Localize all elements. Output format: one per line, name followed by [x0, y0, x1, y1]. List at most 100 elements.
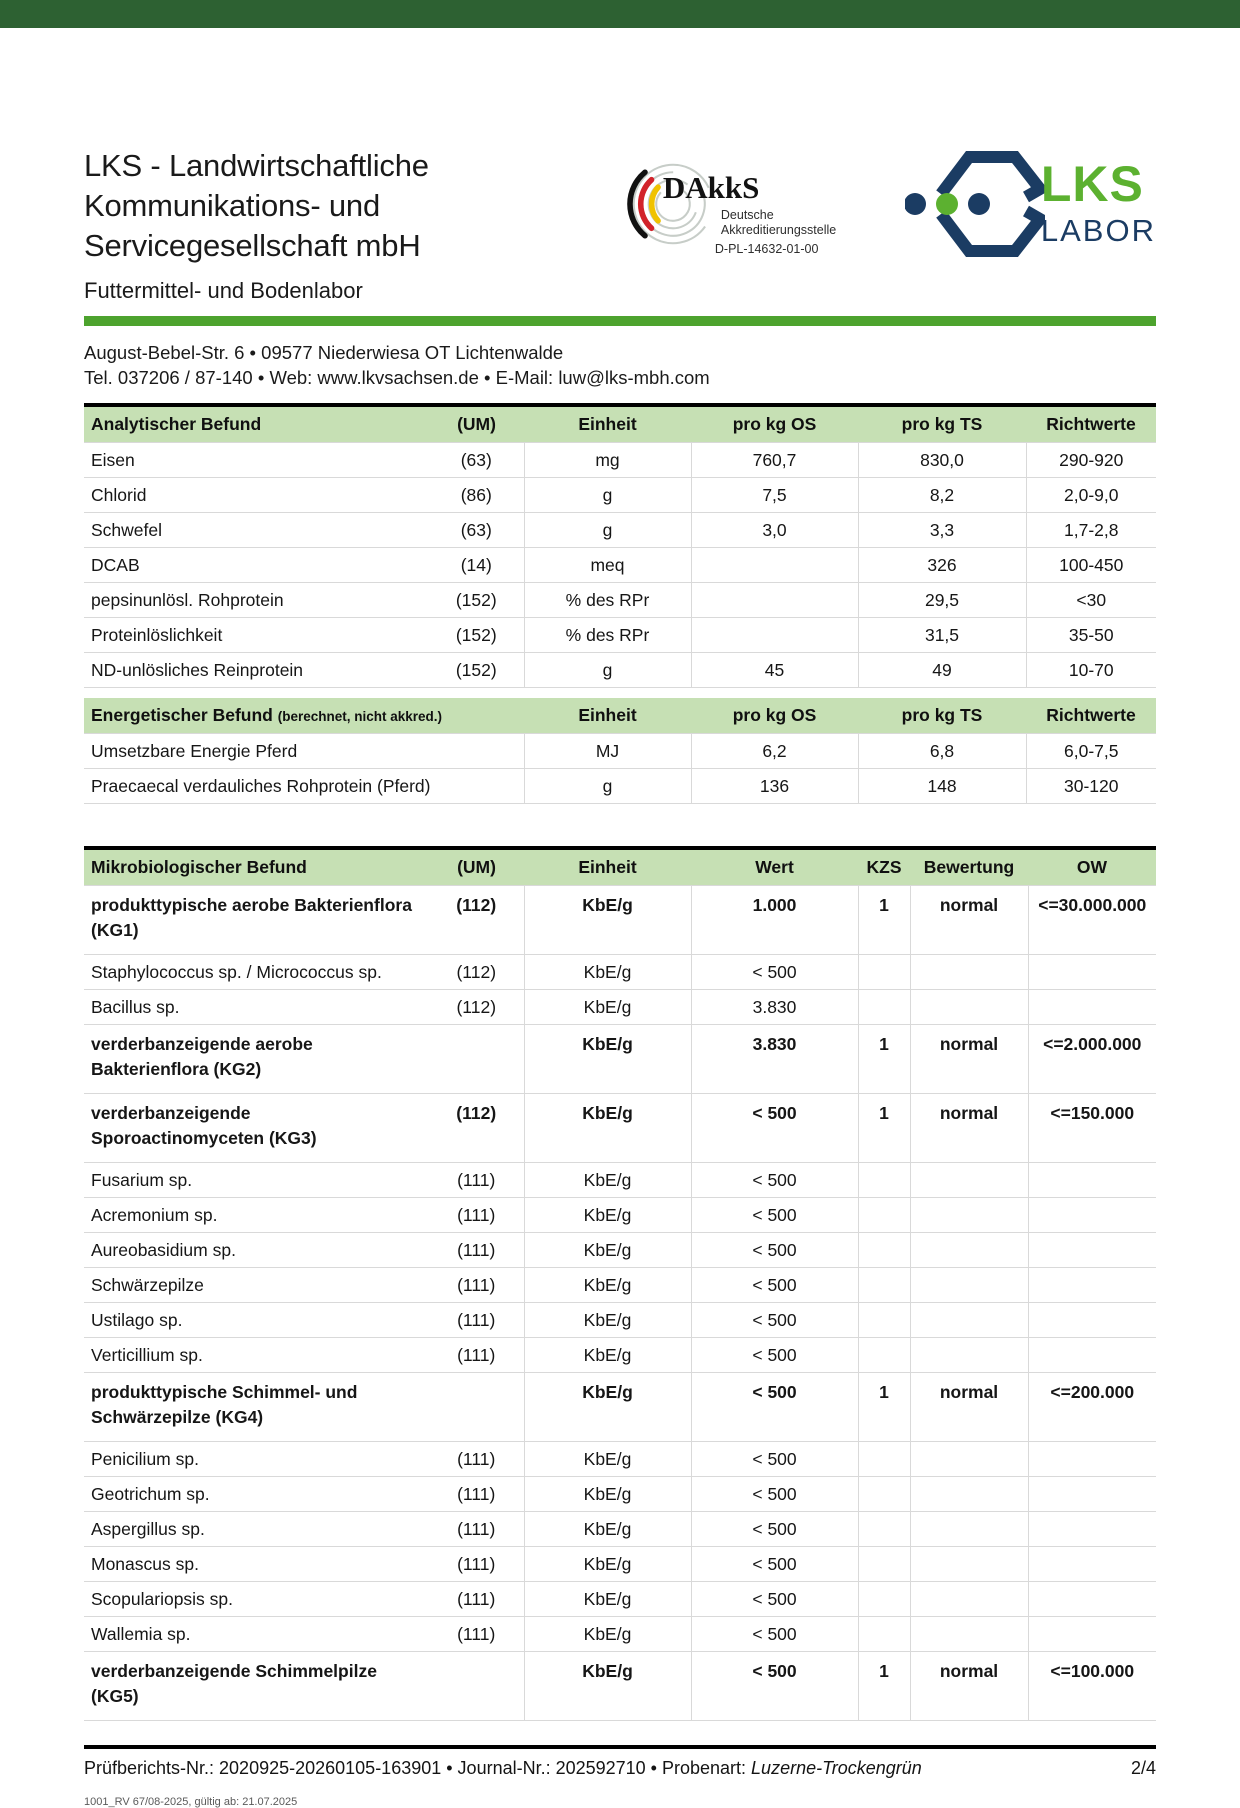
value-cell: normal	[909, 1024, 1028, 1094]
value-cell	[909, 1441, 1028, 1477]
value-cell: < 500	[690, 1267, 858, 1303]
parameter-name-cell: ND-unlösliches Reinprotein	[84, 652, 429, 688]
value-cell: (111)	[429, 1197, 524, 1233]
parameter-name-cell: Fusarium sp.	[84, 1162, 429, 1198]
value-cell	[1027, 1616, 1156, 1652]
parameter-name-cell: Praecaecal verdauliches Rohprotein (Pfer…	[84, 768, 524, 804]
value-cell: (152)	[429, 582, 524, 618]
value-cell	[909, 1476, 1028, 1512]
microbiological-results-table: Mikrobiologischer Befund (UM) Einheit We…	[84, 846, 1156, 1721]
lks-logo-main: LKS	[1040, 156, 1144, 212]
value-cell: 6,8	[857, 733, 1026, 769]
table-row: Scopulariopsis sp. (111) KbE/g < 500	[84, 1581, 1156, 1617]
table-header-row: Energetischer Befund (berechnet, nicht a…	[84, 698, 1156, 734]
table-row: Aspergillus sp. (111) KbE/g < 500	[84, 1511, 1156, 1547]
value-cell: < 500	[690, 1197, 858, 1233]
value-cell: < 500	[690, 1581, 858, 1617]
lks-labor-logo: LKS LABOR	[904, 144, 1156, 264]
value-cell: KbE/g	[523, 1197, 691, 1233]
value-cell	[909, 1162, 1028, 1198]
value-cell: 49	[857, 652, 1026, 688]
report-header: LKS - Landwirtschaftliche Kommunikations…	[84, 136, 1156, 304]
report-page: LKS - Landwirtschaftliche Kommunikations…	[0, 136, 1240, 1808]
footer-rule	[84, 1745, 1156, 1749]
parameter-name-cell: Schwärzepilze	[84, 1267, 429, 1303]
value-cell: 1,7-2,8	[1025, 512, 1156, 548]
value-cell: (152)	[429, 617, 524, 653]
value-cell	[1027, 1162, 1156, 1198]
lks-hexagon-icon	[904, 151, 1045, 257]
value-cell: (111)	[429, 1511, 524, 1547]
parameter-name-cell: Wallemia sp.	[84, 1616, 429, 1652]
value-cell	[1027, 1232, 1156, 1268]
table-row: Verticillium sp. (111) KbE/g < 500	[84, 1337, 1156, 1373]
company-block: LKS - Landwirtschaftliche Kommunikations…	[84, 136, 617, 304]
value-cell	[857, 1162, 910, 1198]
dakks-wordmark: DAkkS	[662, 170, 760, 205]
parameter-name-cell: Chlorid	[84, 477, 429, 513]
value-cell: KbE/g	[523, 1267, 691, 1303]
energetic-results-table: Energetischer Befund (berechnet, nicht a…	[84, 698, 1156, 804]
value-cell: (111)	[429, 1232, 524, 1268]
parameter-name-cell: Aureobasidium sp.	[84, 1232, 429, 1268]
value-cell: < 500	[690, 1093, 858, 1163]
value-cell	[1027, 989, 1156, 1025]
value-cell: 6,0-7,5	[1025, 733, 1156, 769]
table-row: Eisen (63) mg 760,7 830,0 290-920	[84, 442, 1156, 478]
table-row: Fusarium sp. (111) KbE/g < 500	[84, 1162, 1156, 1198]
value-cell: <=100.000	[1027, 1651, 1156, 1721]
table-row: verderbanzeigende aerobe Bakterienflora …	[84, 1024, 1156, 1094]
column-header: pro kg OS	[691, 405, 858, 443]
value-cell: (112)	[429, 954, 524, 990]
value-cell: 1.000	[690, 885, 858, 955]
value-cell: 100-450	[1025, 547, 1156, 583]
value-cell	[690, 582, 858, 618]
value-cell	[909, 1546, 1028, 1582]
value-cell: < 500	[690, 1616, 858, 1652]
value-cell: <=2.000.000	[1027, 1024, 1156, 1094]
value-cell	[690, 547, 858, 583]
table-row: verderbanzeigende Sporoactinomyceten (KG…	[84, 1093, 1156, 1163]
value-cell: normal	[909, 1372, 1028, 1442]
table-header-row: Mikrobiologischer Befund (UM) Einheit We…	[84, 848, 1156, 886]
value-cell: (111)	[429, 1581, 524, 1617]
footer-report-info: Prüfberichts-Nr.: 2020925-20260105-16390…	[84, 1758, 922, 1779]
header-divider-bar	[84, 316, 1156, 326]
value-cell: < 500	[690, 954, 858, 990]
parameter-name-cell: Penicilium sp.	[84, 1441, 429, 1477]
parameter-name-cell: verderbanzeigende Schimmelpilze (KG5)	[84, 1651, 429, 1721]
value-cell	[857, 1476, 910, 1512]
table-row: Schwärzepilze (111) KbE/g < 500	[84, 1267, 1156, 1303]
value-cell: 136	[690, 768, 858, 804]
column-header: Wert	[691, 848, 858, 886]
parameter-name-cell: Ustilago sp.	[84, 1302, 429, 1338]
footer-info-text: Prüfberichts-Nr.: 2020925-20260105-16390…	[84, 1758, 752, 1778]
value-cell	[857, 1616, 910, 1652]
value-cell: < 500	[690, 1511, 858, 1547]
value-cell	[857, 1337, 910, 1373]
value-cell	[1027, 1302, 1156, 1338]
footer-sample-type: Luzerne-Trockengrün	[751, 1758, 922, 1778]
value-cell: KbE/g	[523, 1302, 691, 1338]
contact-line: Tel. 037206 / 87-140 • Web: www.lkvsachs…	[84, 367, 710, 388]
value-cell: normal	[909, 1093, 1028, 1163]
table-row: Ustilago sp. (111) KbE/g < 500	[84, 1302, 1156, 1338]
table-row: Wallemia sp. (111) KbE/g < 500	[84, 1616, 1156, 1652]
value-cell: 1	[857, 1651, 910, 1721]
dakks-subtitle-line1: Deutsche	[720, 208, 774, 222]
value-cell	[857, 1546, 910, 1582]
value-cell: (152)	[429, 652, 524, 688]
table-row: Staphylococcus sp. / Micrococcus sp. (112…	[84, 954, 1156, 990]
department-label: Futtermittel- und Bodenlabor	[84, 278, 363, 303]
accreditation-arcs-icon	[627, 163, 714, 245]
value-cell: <30	[1025, 582, 1156, 618]
value-cell: (111)	[429, 1337, 524, 1373]
value-cell: g	[523, 512, 691, 548]
value-cell: <=200.000	[1027, 1372, 1156, 1442]
energetic-header-title: Energetischer Befund	[91, 705, 273, 725]
energetic-header-note-text: (berechnet, nicht akkred.)	[277, 709, 443, 724]
value-cell	[909, 1337, 1028, 1373]
value-cell: (112)	[429, 989, 524, 1025]
value-cell: % des RPr	[523, 617, 691, 653]
value-cell: 830,0	[857, 442, 1026, 478]
